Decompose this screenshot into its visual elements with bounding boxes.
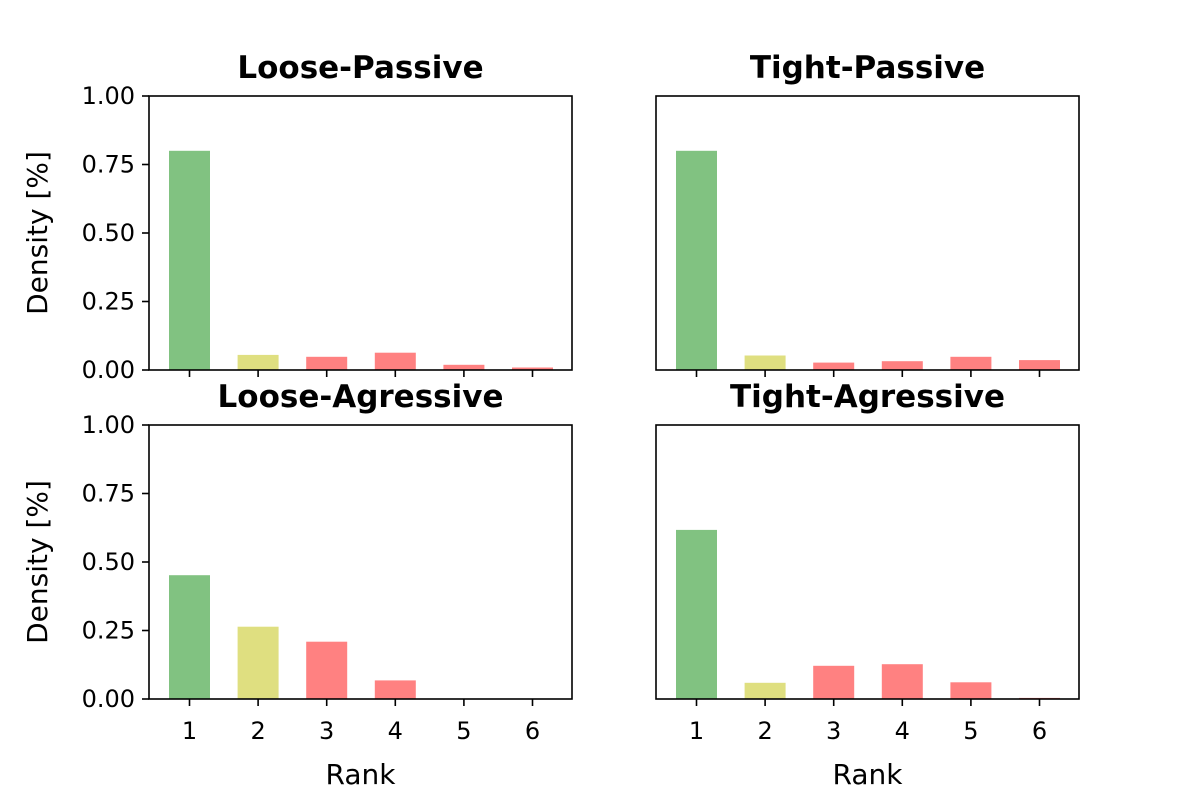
y-tick-label-0-0: 0.00 bbox=[82, 356, 135, 384]
bar-2-2 bbox=[237, 626, 279, 699]
bar-0-6 bbox=[512, 367, 553, 370]
bar-2-1 bbox=[169, 575, 210, 699]
y-tick-label-0-2: 0.50 bbox=[82, 219, 135, 247]
x-tick-label-2-0: 1 bbox=[182, 717, 197, 745]
bar-0-4 bbox=[374, 352, 416, 370]
bar-1-2 bbox=[744, 355, 786, 370]
bar-1-6 bbox=[1019, 360, 1060, 370]
y-tick-label-2-0: 0.00 bbox=[82, 685, 135, 713]
y-tick-label-2-3: 0.75 bbox=[82, 480, 135, 508]
x-tick-label-3-5: 6 bbox=[1032, 717, 1047, 745]
bar-3-1 bbox=[676, 529, 717, 699]
bar-0-2 bbox=[237, 354, 279, 370]
x-tick-label-3-3: 4 bbox=[895, 717, 910, 745]
subplot-title-0: Loose-Passive bbox=[237, 50, 483, 86]
x-tick-label-2-3: 4 bbox=[388, 717, 403, 745]
axes-frame-3 bbox=[655, 424, 1080, 700]
x-tick-label-2-4: 5 bbox=[456, 717, 471, 745]
subplot-title-3: Tight-Agressive bbox=[730, 379, 1005, 415]
bar-3-5 bbox=[950, 682, 992, 699]
x-tick-label-3-0: 1 bbox=[689, 717, 704, 745]
y-tick-label-0-4: 1.00 bbox=[82, 82, 135, 110]
bar-0-5 bbox=[443, 364, 485, 370]
x-tick-label-2-2: 3 bbox=[319, 717, 334, 745]
subplot-title-1: Tight-Passive bbox=[750, 50, 985, 86]
axes-frame-2 bbox=[148, 424, 573, 700]
bar-3-3 bbox=[813, 665, 855, 699]
x-tick-label-3-4: 5 bbox=[963, 717, 978, 745]
bar-1-4 bbox=[881, 361, 923, 370]
bar-1-1 bbox=[676, 150, 717, 370]
y-axis-label-0: Density [%] bbox=[21, 151, 54, 315]
bar-1-3 bbox=[813, 362, 855, 370]
y-tick-label-2-2: 0.50 bbox=[82, 548, 135, 576]
x-tick-label-3-2: 3 bbox=[826, 717, 841, 745]
y-tick-label-0-1: 0.25 bbox=[82, 288, 135, 316]
y-tick-label-2-4: 1.00 bbox=[82, 411, 135, 439]
bar-2-4 bbox=[374, 680, 416, 699]
y-axis-label-2: Density [%] bbox=[21, 480, 54, 644]
axes-frame-1 bbox=[655, 95, 1080, 371]
x-tick-label-3-1: 2 bbox=[757, 717, 772, 745]
x-axis-label-3: Rank bbox=[833, 758, 904, 791]
axes-frame-0 bbox=[148, 95, 573, 371]
x-tick-label-2-5: 6 bbox=[525, 717, 540, 745]
bar-0-1 bbox=[169, 150, 210, 370]
y-tick-label-0-3: 0.75 bbox=[82, 151, 135, 179]
bar-0-3 bbox=[306, 356, 348, 370]
bar-1-5 bbox=[950, 356, 992, 370]
subplot-title-2: Loose-Agressive bbox=[218, 379, 504, 415]
bar-3-4 bbox=[881, 664, 923, 699]
x-axis-label-2: Rank bbox=[326, 758, 397, 791]
bar-2-3 bbox=[306, 641, 348, 699]
x-tick-label-2-1: 2 bbox=[250, 717, 265, 745]
y-tick-label-2-1: 0.25 bbox=[82, 617, 135, 645]
bar-3-2 bbox=[744, 682, 786, 699]
